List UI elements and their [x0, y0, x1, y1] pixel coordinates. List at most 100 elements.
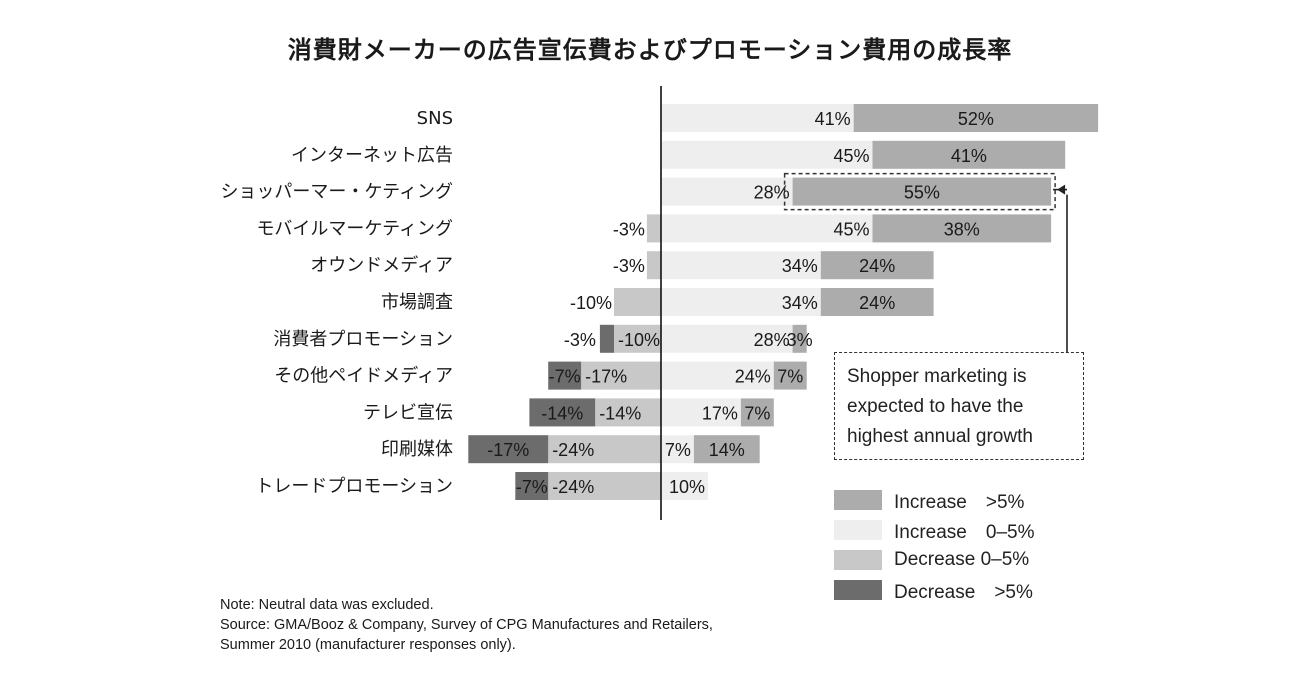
data-label: 7%	[665, 440, 691, 460]
data-label: -14%	[541, 403, 583, 423]
bar-decrease-0-5	[548, 435, 661, 464]
data-label: 7%	[777, 367, 803, 387]
category-label: ショッパーマー・ケティング	[220, 182, 453, 203]
data-label: -17%	[487, 440, 529, 460]
data-label: 41%	[951, 146, 987, 166]
bar-decrease-0-5	[595, 398, 661, 427]
bar-increase-gt5	[693, 435, 760, 464]
note-line: Note: Neutral data was excluded.	[220, 597, 434, 613]
bar-decrease-0-5	[646, 251, 661, 280]
bar-increase-0-5	[661, 214, 873, 243]
data-label: 7%	[744, 403, 770, 423]
bar-increase-gt5	[792, 324, 807, 353]
bar-increase-0-5	[661, 398, 741, 427]
data-label: 24%	[859, 256, 895, 276]
data-label: -3%	[613, 219, 645, 239]
bar-decrease-gt5	[529, 398, 596, 427]
data-label: 45%	[833, 219, 869, 239]
bar-decrease-0-5	[581, 361, 661, 390]
callout-line: expected to have the	[847, 396, 1024, 417]
bar-decrease-0-5	[548, 472, 661, 500]
bar-increase-0-5	[661, 288, 821, 316]
bar-increase-gt5	[773, 361, 807, 390]
category-label: 消費者プロモーション	[273, 329, 453, 350]
bar-increase-gt5	[872, 214, 1052, 243]
data-label: 14%	[709, 440, 745, 460]
data-label: 34%	[782, 256, 818, 276]
data-label: -3%	[613, 256, 645, 276]
category-label: SNS	[417, 108, 453, 129]
data-label: 45%	[833, 146, 869, 166]
data-label: 17%	[702, 403, 738, 423]
bar-decrease-gt5	[548, 361, 582, 390]
legend-swatch	[834, 490, 882, 510]
bar-decrease-0-5	[614, 324, 661, 353]
category-label: モバイルマーケティング	[256, 218, 453, 239]
category-label: オウンドメディア	[310, 255, 453, 276]
bar-increase-gt5	[792, 177, 1052, 206]
bar-increase-gt5	[820, 288, 934, 316]
data-label: -7%	[516, 477, 548, 497]
bar-increase-0-5	[661, 361, 774, 390]
legend-label: Increase 0–5%	[894, 521, 1035, 543]
bar-decrease-gt5	[515, 472, 549, 500]
bar-increase-0-5	[661, 140, 873, 169]
data-label: -24%	[552, 440, 594, 460]
category-label: インターネット広告	[291, 145, 453, 166]
data-label: 28%	[754, 330, 790, 350]
data-label: -14%	[599, 403, 641, 423]
data-label: -3%	[564, 330, 596, 350]
bar-increase-0-5	[661, 472, 708, 500]
callout-line: Shopper marketing is	[847, 366, 1027, 387]
data-label: 41%	[815, 109, 851, 129]
legend-label: Decrease >5%	[894, 581, 1033, 603]
bar-decrease-0-5	[614, 288, 661, 316]
highlight-box	[783, 172, 1056, 211]
note-line: Source: GMA/Booz & Company, Survey of CP…	[220, 617, 713, 633]
category-label: トレードプロモーション	[255, 476, 453, 497]
bar-decrease-gt5	[599, 324, 614, 353]
data-label: -24%	[552, 477, 594, 497]
data-label: -10%	[618, 330, 660, 350]
data-label: -17%	[585, 367, 627, 387]
legend-item: Increase >5%	[834, 485, 1034, 515]
legend-label: Decrease 0–5%	[894, 549, 1030, 570]
legend-item: Decrease >5%	[834, 575, 1034, 605]
bar-increase-0-5	[661, 177, 793, 206]
data-label: 3%	[787, 330, 813, 350]
data-label: 55%	[904, 183, 940, 203]
data-label: -7%	[549, 367, 581, 387]
data-label: 24%	[735, 367, 771, 387]
bar-increase-gt5	[872, 140, 1066, 169]
data-label: 28%	[754, 183, 790, 203]
chart-title: 消費財メーカーの広告宣伝費およびプロモーション費用の成長率	[287, 36, 1013, 64]
bar-increase-0-5	[661, 104, 854, 132]
legend-swatch	[834, 580, 882, 600]
bar-increase-0-5	[661, 435, 694, 464]
callout-line: highest annual growth	[847, 426, 1033, 447]
legend-swatch	[834, 520, 882, 540]
bar-increase-gt5	[740, 398, 774, 427]
bar-decrease-gt5	[468, 435, 549, 464]
category-label: 市場調査	[381, 292, 453, 313]
category-label: テレビ宣伝	[363, 402, 453, 423]
callout-box: Shopper marketing is expected to have th…	[834, 352, 1084, 460]
category-label: 印刷媒体	[381, 439, 453, 460]
legend-item: Decrease 0–5%	[834, 545, 1034, 575]
bar-increase-0-5	[661, 251, 821, 280]
legend-label: Increase >5%	[894, 491, 1025, 513]
data-label: 10%	[669, 477, 705, 497]
chart-notes: Note: Neutral data was excluded. Source:…	[220, 595, 713, 655]
legend-swatch	[834, 550, 882, 570]
data-label: 34%	[782, 293, 818, 313]
bar-decrease-0-5	[646, 214, 661, 243]
data-label: 52%	[958, 109, 994, 129]
category-label: その他ペイドメディア	[274, 366, 453, 387]
bar-increase-gt5	[853, 104, 1099, 132]
legend: Increase >5% Increase 0–5% Decrease 0–5%…	[834, 485, 1034, 605]
callout-arrow-head	[1057, 184, 1066, 195]
bar-increase-0-5	[661, 324, 793, 353]
bar-increase-gt5	[820, 251, 934, 280]
note-line: Summer 2010 (manufacturer responses only…	[220, 637, 516, 653]
